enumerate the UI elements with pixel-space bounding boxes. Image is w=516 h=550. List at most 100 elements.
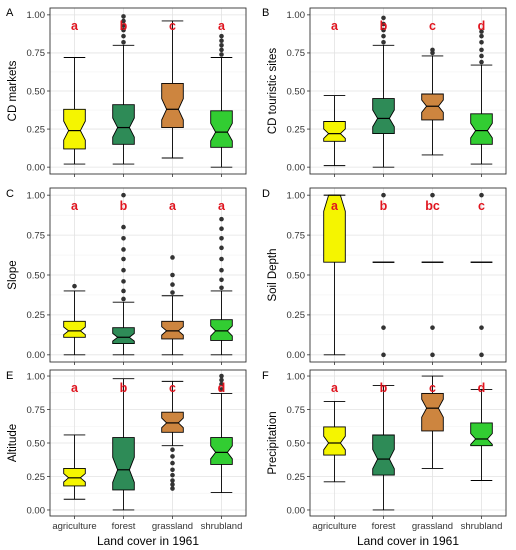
outlier-point	[170, 472, 175, 478]
panel-border	[49, 369, 247, 517]
outlier-point	[381, 352, 386, 358]
box-grassland	[421, 192, 444, 358]
outlier-point	[219, 377, 224, 383]
significance-letter: c	[478, 199, 485, 213]
box-grassland	[161, 20, 184, 159]
y-tick-label: 0.50	[27, 86, 46, 97]
outlier-point	[170, 486, 175, 491]
box-agriculture	[63, 434, 86, 500]
y-tick-label: 0.00	[27, 505, 46, 516]
significance-letter: b	[380, 199, 388, 213]
box-shrubland	[470, 29, 493, 165]
panel-border	[309, 187, 507, 363]
y-tick-label: 1.00	[287, 10, 306, 21]
panel-c: 0.00 0.25 0.50 0.75 1.00 a b a a Slope C	[6, 187, 247, 365]
y-axis-label: Slope	[7, 260, 19, 289]
outlier-point	[219, 267, 224, 273]
panel-border	[309, 7, 507, 175]
outlier-point	[121, 267, 126, 273]
x-tick-label: forest	[372, 521, 396, 532]
y-tick-label: 0.50	[287, 86, 306, 97]
y-tick-label: 0.25	[287, 310, 306, 321]
x-tick-label: shrubland	[201, 521, 243, 532]
outlier-point	[121, 192, 126, 198]
y-tick-label: 0.75	[287, 48, 306, 59]
panel-letter: A	[6, 7, 14, 19]
x-axis-label: Land cover in 1961	[357, 534, 459, 548]
y-tick-label: 0.00	[27, 162, 46, 173]
outlier-point	[121, 224, 126, 230]
box-body	[161, 82, 184, 129]
box-body	[112, 327, 135, 345]
significance-letter: a	[71, 199, 79, 213]
y-tick-label: 1.00	[27, 190, 46, 201]
outlier-point	[170, 478, 175, 483]
outlier-point	[219, 245, 224, 251]
x-tick-label: grassland	[152, 521, 193, 532]
outlier-point	[72, 283, 77, 289]
outlier-point	[219, 277, 224, 283]
outlier-point	[121, 256, 126, 262]
significance-letter: a	[331, 381, 339, 395]
panel-a: 0.00 0.25 0.50 0.75 1.00 a b c a CD markets A	[6, 7, 247, 177]
panel-border	[49, 7, 247, 175]
outlier-point	[479, 53, 484, 59]
panel-border	[309, 369, 507, 517]
outlier-point	[219, 235, 224, 241]
outlier-point	[121, 18, 126, 24]
box-body	[323, 426, 346, 456]
significance-letter: a	[71, 19, 79, 33]
outlier-point	[121, 235, 126, 241]
y-tick-label: 0.25	[27, 472, 46, 483]
box-body	[470, 113, 493, 145]
outlier-point	[121, 39, 126, 45]
outlier-point	[219, 381, 224, 387]
box-grassland	[161, 255, 184, 356]
outlier-point	[121, 27, 126, 33]
x-axis-label: Land cover in 1961	[97, 534, 199, 548]
box-body	[323, 194, 346, 263]
box-forest	[372, 384, 395, 511]
box-body	[210, 319, 233, 341]
panel-e: 0.00 0.25 0.50 0.75 1.00 a b c d agriculture fores…	[6, 369, 247, 548]
outlier-point	[219, 226, 224, 232]
significance-letter: a	[71, 381, 79, 395]
outlier-point	[479, 59, 484, 65]
outlier-point	[479, 47, 484, 53]
outlier-point	[170, 272, 175, 278]
panel-border	[49, 187, 247, 363]
y-tick-label: 0.50	[27, 438, 46, 449]
y-tick-label: 1.00	[27, 10, 46, 21]
outlier-point	[430, 192, 435, 198]
outlier-point	[170, 454, 175, 459]
box-body	[63, 108, 86, 150]
significance-letter: a	[331, 19, 339, 33]
panel-d: 0.00 0.25 0.50 0.75 1.00 a b bc c Soil Depth D	[262, 187, 507, 365]
box-body	[161, 320, 184, 340]
significance-letter: d	[478, 381, 486, 395]
x-tick-label: agriculture	[312, 521, 356, 532]
significance-letter: a	[218, 199, 226, 213]
panel-letter: E	[6, 370, 13, 382]
significance-letter: b	[120, 19, 128, 33]
outlier-point	[381, 39, 386, 45]
outlier-point	[219, 43, 224, 48]
box-agriculture	[63, 283, 86, 356]
outlier-point	[479, 29, 484, 34]
x-tick-label: forest	[112, 521, 136, 532]
box-body	[112, 104, 135, 145]
y-tick-label: 0.75	[27, 48, 46, 59]
outlier-point	[121, 247, 126, 252]
y-tick-label: 0.75	[27, 230, 46, 241]
box-forest	[372, 192, 395, 358]
y-tick-label: 0.25	[27, 124, 46, 135]
outlier-point	[479, 33, 484, 39]
y-axis-label: Precipitation	[267, 411, 279, 474]
x-tick-label: grassland	[412, 521, 453, 532]
outlier-point	[121, 33, 126, 39]
y-tick-label: 1.00	[27, 371, 46, 382]
y-tick-label: 0.00	[287, 162, 306, 173]
x-tick-label: agriculture	[52, 521, 96, 532]
outlier-point	[430, 47, 435, 53]
